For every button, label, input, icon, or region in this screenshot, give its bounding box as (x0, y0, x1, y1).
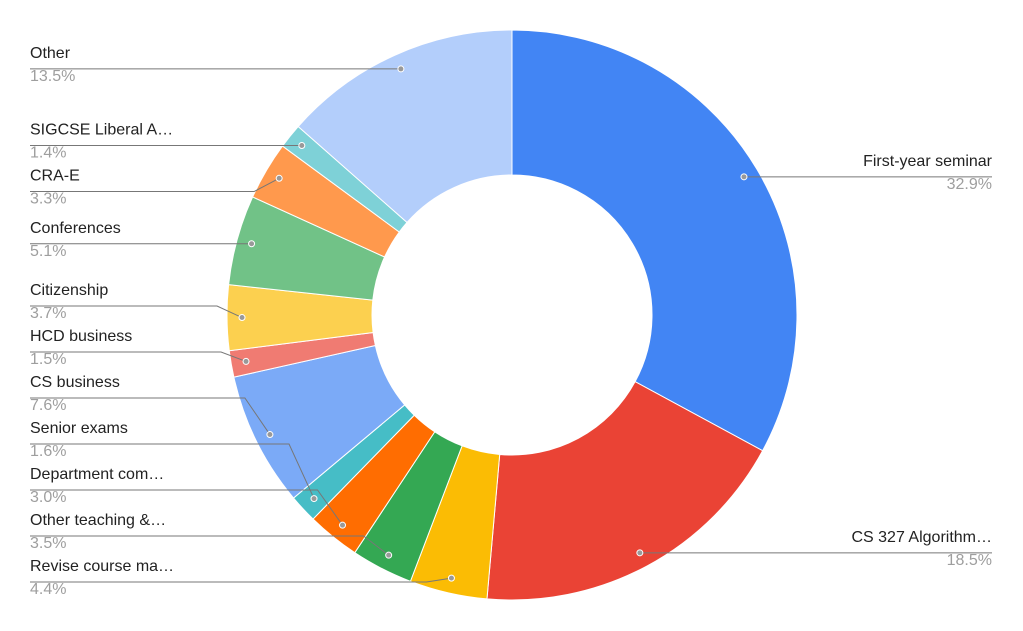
slice-label: Conferences (30, 220, 121, 237)
leader-dot (339, 521, 347, 529)
slice-label: HCD business (30, 328, 132, 345)
value-label: 1.5% (30, 351, 66, 368)
value-label: 18.5% (947, 552, 992, 569)
value-label: 32.9% (947, 176, 992, 193)
leader-line (30, 577, 452, 583)
value-label: 3.0% (30, 489, 66, 506)
leader-dot (238, 314, 246, 322)
leader-dot (447, 574, 455, 582)
leader-dot (310, 495, 318, 503)
slice-label: SIGCSE Liberal A… (30, 122, 173, 139)
leader-line (30, 535, 389, 556)
leader-dot (266, 431, 274, 439)
value-label: 3.5% (30, 535, 66, 552)
slice-label: CS business (30, 374, 120, 391)
leader-dot (298, 142, 306, 150)
slice-label: First-year seminar (863, 153, 993, 170)
slice-label: Citizenship (30, 282, 108, 299)
value-label: 7.6% (30, 397, 66, 414)
leader-dot (242, 357, 250, 365)
value-label: 13.5% (30, 68, 75, 85)
slice-label: Other teaching &… (30, 512, 166, 529)
leader-line (30, 305, 243, 318)
leader-line (30, 351, 247, 362)
slice-label: Department com… (30, 466, 164, 483)
slice-label: CRA-E (30, 168, 80, 185)
leader-line (30, 177, 280, 193)
value-label: 4.4% (30, 581, 66, 598)
slice-label: Other (30, 45, 71, 62)
slice (486, 380, 764, 601)
value-label: 3.7% (30, 305, 66, 322)
leader-line (30, 489, 343, 526)
value-label: 1.6% (30, 443, 66, 460)
value-label: 5.1% (30, 243, 66, 260)
slice (511, 29, 798, 452)
slice-label: Revise course ma… (30, 558, 174, 575)
leader-line (30, 443, 315, 499)
leader-dot (248, 240, 256, 248)
leader-dot (397, 65, 405, 73)
slice-label: Senior exams (30, 420, 128, 437)
slice-label: CS 327 Algorithm… (851, 529, 992, 546)
leader-dot (636, 549, 644, 557)
leader-dot (385, 551, 393, 559)
leader-dot (740, 173, 748, 181)
leader-dot (275, 174, 283, 182)
value-label: 3.3% (30, 191, 66, 208)
leader-line (30, 397, 271, 435)
slice (297, 29, 513, 224)
value-label: 1.4% (30, 145, 66, 162)
